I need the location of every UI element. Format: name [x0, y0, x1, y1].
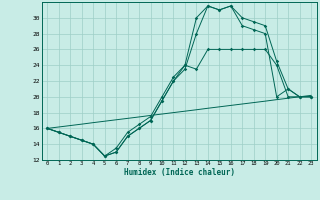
X-axis label: Humidex (Indice chaleur): Humidex (Indice chaleur) — [124, 168, 235, 177]
